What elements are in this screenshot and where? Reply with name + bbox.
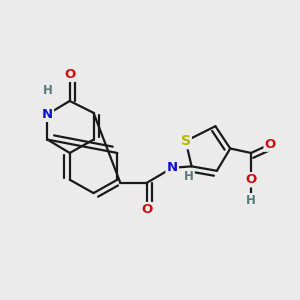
Text: O: O [64,68,75,81]
Text: H: H [246,194,256,207]
Text: H: H [43,84,52,97]
Text: H: H [184,170,194,183]
Text: N: N [42,108,53,121]
Text: O: O [64,68,75,81]
Text: O: O [245,173,257,186]
Text: O: O [245,173,257,186]
Text: S: S [181,134,191,148]
Text: O: O [265,138,276,151]
Text: N: N [42,108,53,121]
Text: H: H [43,84,52,97]
Text: H: H [184,170,194,183]
Text: N: N [167,161,178,174]
Text: N: N [167,161,178,174]
Text: S: S [181,134,191,148]
Text: O: O [141,203,153,216]
Text: H: H [246,194,256,207]
Text: O: O [265,138,276,151]
